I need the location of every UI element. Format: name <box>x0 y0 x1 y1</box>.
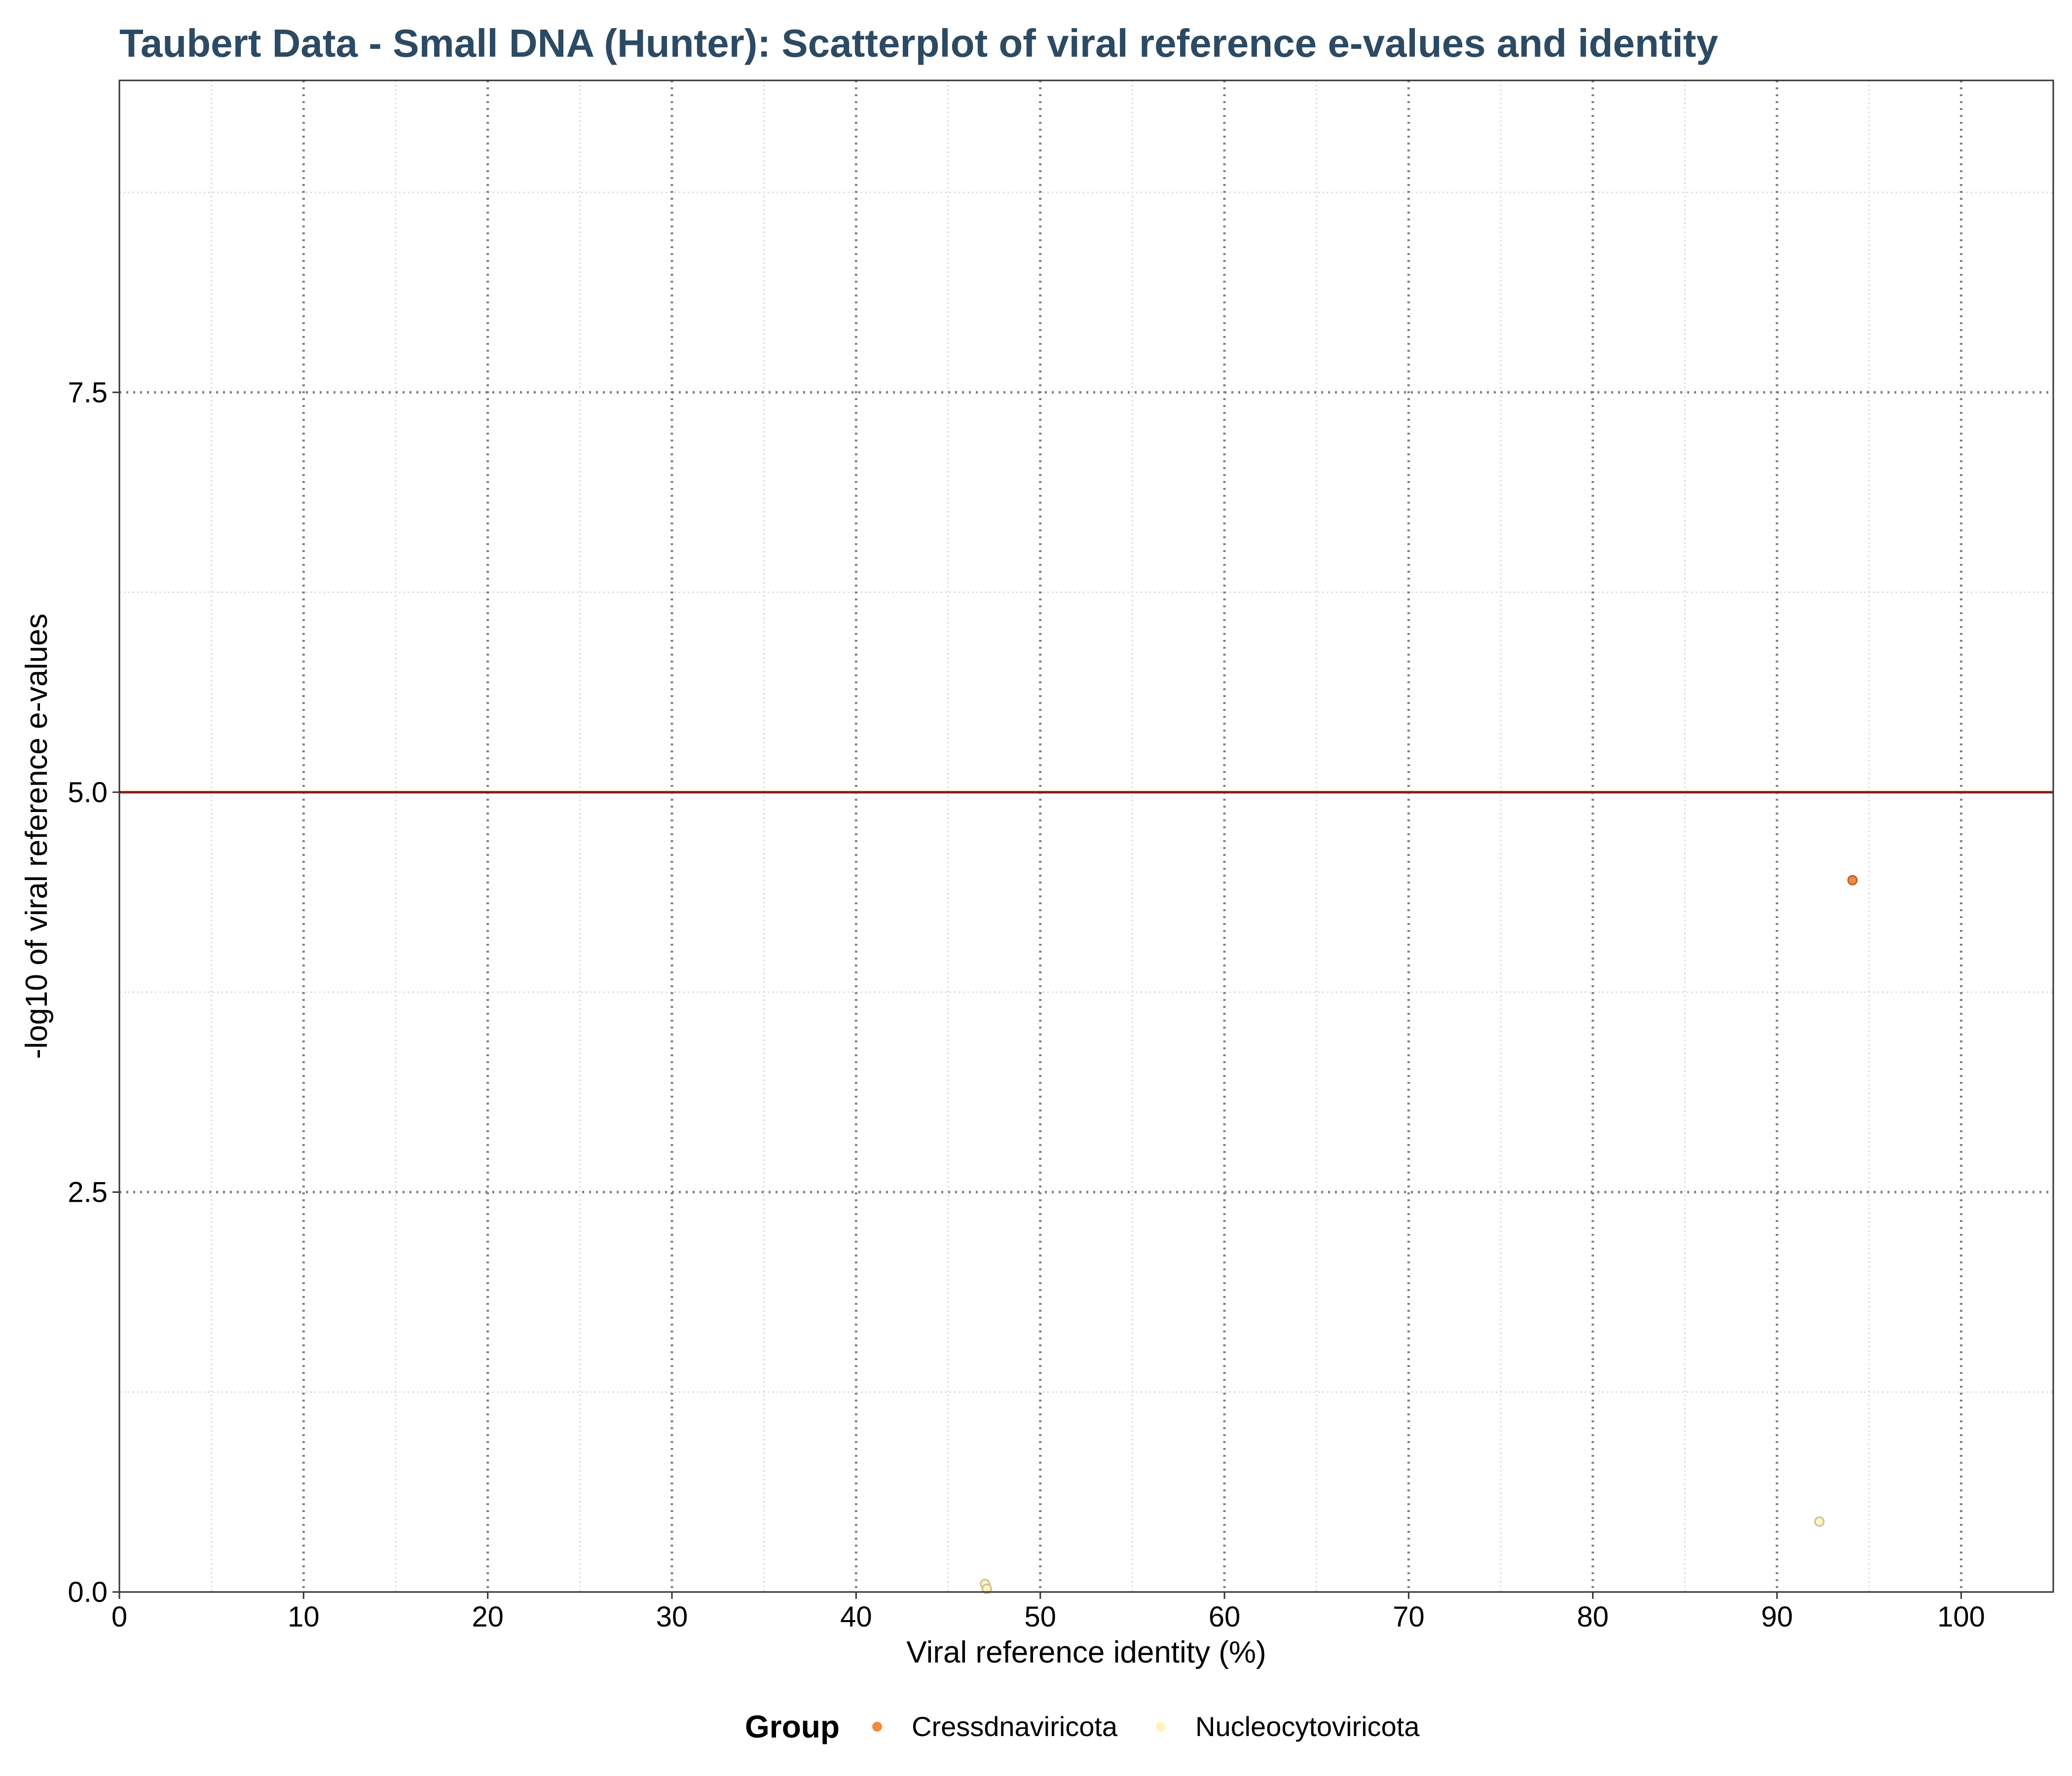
legend-label: Cressdnaviricota <box>912 1711 1118 1742</box>
legend-swatch <box>1156 1722 1166 1732</box>
y-axis-label: -log10 of viral reference e-values <box>20 614 54 1059</box>
chart-title: Taubert Data - Small DNA (Hunter): Scatt… <box>119 21 1718 65</box>
x-tick-label: 100 <box>1937 1601 1985 1633</box>
legend: Group Cressdnaviricota Nucleocytoviricota <box>745 1709 1420 1744</box>
y-tick-label: 2.5 <box>68 1176 108 1208</box>
data-point <box>981 1584 992 1594</box>
x-tick-label: 80 <box>1577 1601 1609 1633</box>
x-tick-label: 50 <box>1024 1601 1056 1633</box>
data-point <box>1847 875 1858 886</box>
legend-label: Nucleocytoviricota <box>1195 1711 1420 1742</box>
y-tick-label: 5.0 <box>68 777 108 809</box>
y-axis-ticks: 0.0 2.5 5.0 7.5 <box>68 376 119 1608</box>
plot-panel-border <box>118 79 2054 1593</box>
x-axis-label: Viral reference identity (%) <box>906 1635 1266 1669</box>
x-tick-label: 40 <box>840 1601 872 1633</box>
y-tick-label: 7.5 <box>68 376 108 408</box>
x-tick-label: 70 <box>1393 1601 1425 1633</box>
x-tick-label: 90 <box>1761 1601 1793 1633</box>
x-tick-label: 10 <box>288 1601 320 1633</box>
x-tick-label: 20 <box>472 1601 504 1633</box>
minor-gridlines <box>119 80 2053 1592</box>
x-tick-label: 30 <box>656 1601 688 1633</box>
x-tick-label: 60 <box>1209 1601 1241 1633</box>
legend-title: Group <box>745 1709 840 1744</box>
legend-swatch <box>872 1722 882 1732</box>
data-point <box>1814 1516 1825 1527</box>
y-tick-label: 0.0 <box>68 1576 108 1608</box>
x-axis-ticks: 0 10 20 30 40 50 60 70 80 90 100 <box>111 1592 1985 1633</box>
major-gridlines <box>119 80 2053 1592</box>
x-tick-label: 0 <box>111 1601 127 1633</box>
data-points <box>980 875 1858 1594</box>
